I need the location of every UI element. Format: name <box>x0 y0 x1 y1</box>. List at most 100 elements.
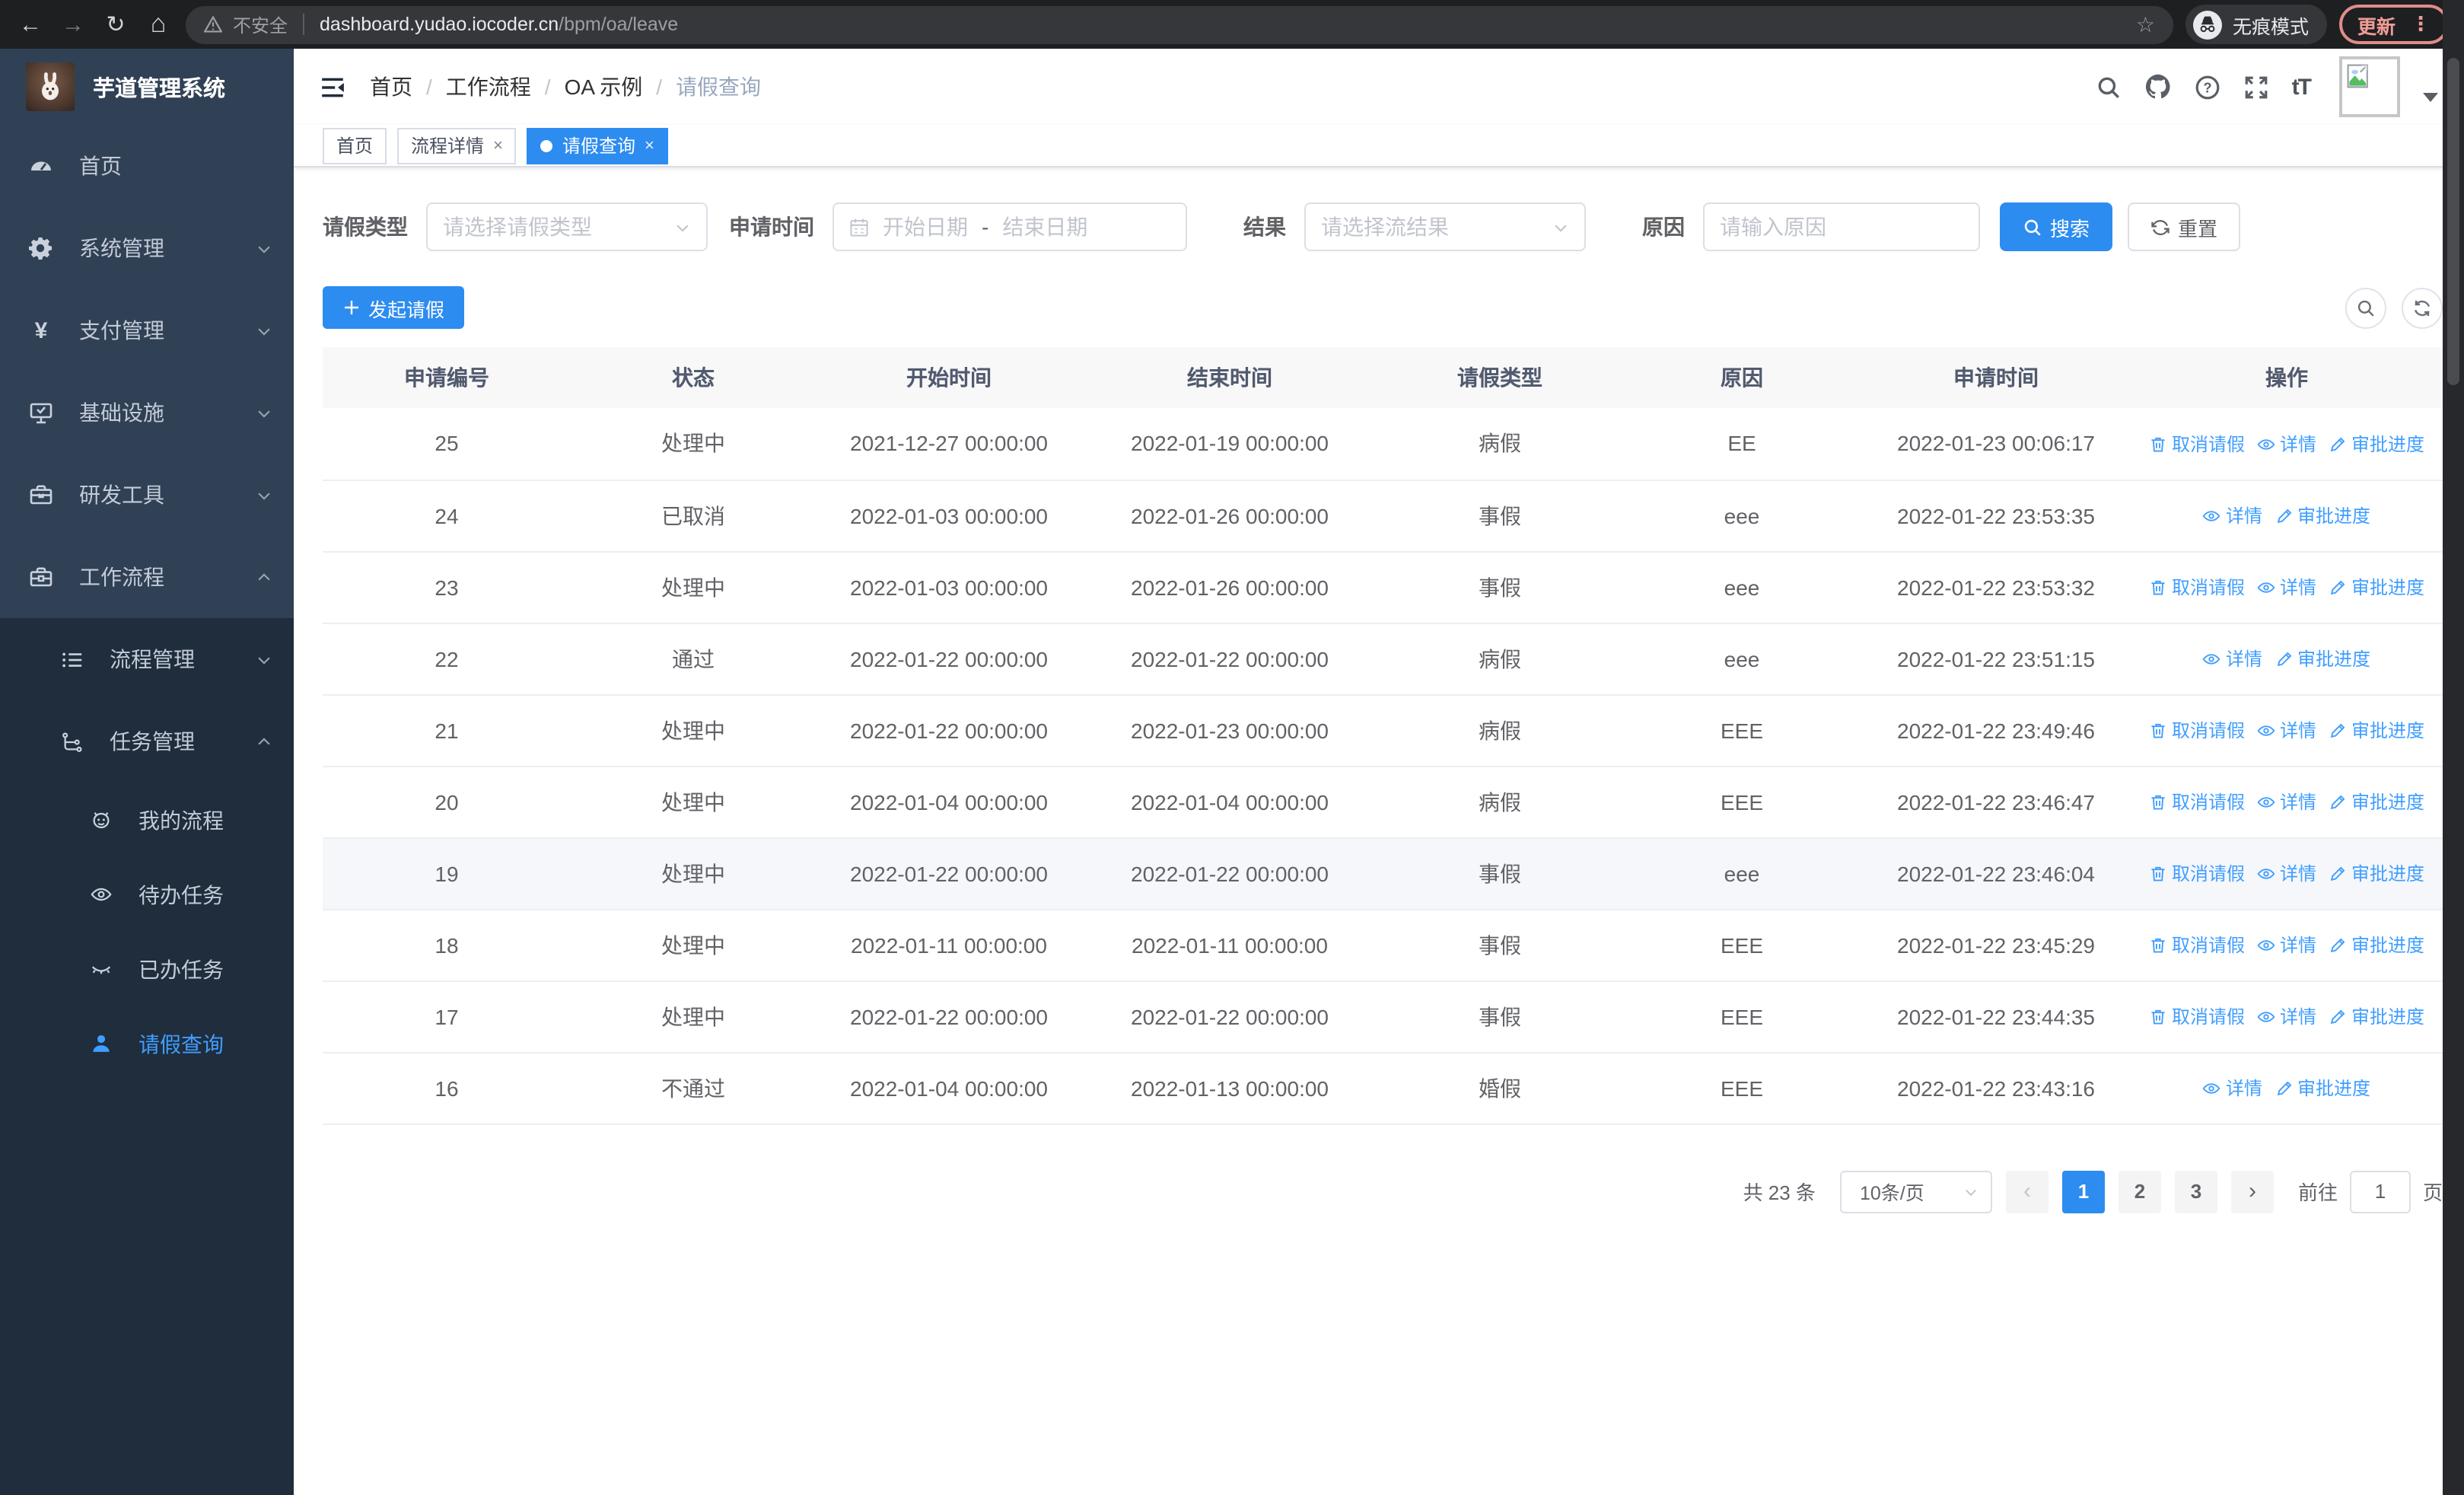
help-icon[interactable]: ? <box>2195 74 2220 100</box>
browser-menu-icon[interactable]: ⋮ <box>2411 12 2431 35</box>
row-action-progress-link[interactable]: 审批进度 <box>2329 932 2424 958</box>
avatar-dropdown-caret[interactable] <box>2423 93 2438 102</box>
breadcrumb-item[interactable]: 首页 <box>370 75 412 99</box>
row-action-progress-link[interactable]: 审批进度 <box>2329 1004 2424 1030</box>
table-search-icon[interactable] <box>2345 287 2386 328</box>
sidebar-item-workflow[interactable]: 工作流程 <box>0 536 294 618</box>
row-action-detail-link[interactable]: 详情 <box>2257 1004 2316 1030</box>
apply-time-label: 申请时间 <box>729 215 814 239</box>
row-action-cancel-link[interactable]: 取消请假 <box>2149 431 2245 457</box>
leave-type-select[interactable]: 请选择请假类型 <box>426 202 708 251</box>
scrollbar-thumb[interactable] <box>2447 58 2459 385</box>
tab-leave-query[interactable]: 请假查询 × <box>527 127 668 164</box>
font-size-icon[interactable]: tT <box>2291 74 2312 100</box>
row-action-detail-link[interactable]: 详情 <box>2257 575 2316 601</box>
row-action-cancel-link[interactable]: 取消请假 <box>2149 575 2245 601</box>
sidebar-item-devtools[interactable]: 研发工具 <box>0 454 294 536</box>
reset-button[interactable]: 重置 <box>2128 202 2241 251</box>
cell-end: 2022-01-23 00:00:00 <box>1082 694 1377 767</box>
reason-input[interactable]: 请输入原因 <box>1703 202 1980 251</box>
result-select[interactable]: 请选择流结果 <box>1304 202 1586 251</box>
sidebar-item-my-process[interactable]: 我的流程 <box>0 783 294 857</box>
sidebar-item-todo-tasks[interactable]: 待办任务 <box>0 857 294 932</box>
table-row[interactable]: 25 处理中 2021-12-27 00:00:00 2022-01-19 00:00… <box>323 408 2443 480</box>
table-row[interactable]: 18 处理中 2022-01-11 00:00:00 2022-01-11 00:00… <box>323 909 2443 981</box>
row-action-cancel-link[interactable]: 取消请假 <box>2149 789 2245 815</box>
github-icon[interactable] <box>2144 73 2172 100</box>
page-size-select[interactable]: 10条/页 <box>1839 1170 1992 1213</box>
row-action-cancel-link[interactable]: 取消请假 <box>2149 932 2245 958</box>
row-action-detail-link[interactable]: 详情 <box>2257 718 2316 744</box>
table-row[interactable]: 21 处理中 2022-01-22 00:00:00 2022-01-23 00:00… <box>323 694 2443 767</box>
table-row[interactable]: 16 不通过 2022-01-04 00:00:00 2022-01-13 00:00… <box>323 1052 2443 1124</box>
row-action-detail-link[interactable]: 详情 <box>2257 861 2316 887</box>
scrollbar[interactable] <box>2443 0 2464 1495</box>
row-action-progress-link[interactable]: 审批进度 <box>2275 1076 2370 1101</box>
browser-home-icon[interactable]: ⌂ <box>150 9 167 38</box>
sidebar-item-process-mgmt[interactable]: 流程管理 <box>0 618 294 700</box>
breadcrumb-separator: / <box>426 75 432 99</box>
date-range-picker[interactable]: 开始日期 - 结束日期 <box>832 202 1187 251</box>
table-row[interactable]: 22 通过 2022-01-22 00:00:00 2022-01-22 00:00:… <box>323 623 2443 695</box>
prev-page-button[interactable]: ‹ <box>2005 1170 2049 1213</box>
cell-actions: 取消请假 详情 审批进度 <box>2131 694 2443 767</box>
page-button-3[interactable]: 3 <box>2174 1170 2217 1213</box>
page-button-1[interactable]: 1 <box>2061 1170 2105 1213</box>
sidebar-item-task-mgmt[interactable]: 任务管理 <box>0 700 294 783</box>
tab-home[interactable]: 首页 <box>323 127 387 164</box>
row-action-cancel-link[interactable]: 取消请假 <box>2149 718 2245 744</box>
table-row[interactable]: 23 处理中 2022-01-03 00:00:00 2022-01-26 00:00… <box>323 551 2443 623</box>
table-row[interactable]: 20 处理中 2022-01-04 00:00:00 2022-01-04 00:00… <box>323 766 2443 838</box>
close-icon[interactable]: × <box>493 136 503 155</box>
avatar[interactable] <box>2339 56 2400 117</box>
table-row[interactable]: 24 已取消 2022-01-03 00:00:00 2022-01-26 00:00… <box>323 480 2443 552</box>
sidebar-item-done-tasks[interactable]: 已办任务 <box>0 932 294 1006</box>
row-action-detail-link[interactable]: 详情 <box>2203 1076 2262 1101</box>
sidebar-item-home[interactable]: 首页 <box>0 125 294 207</box>
browser-reload-icon[interactable]: ↻ <box>106 12 126 38</box>
breadcrumb-item[interactable]: 工作流程 <box>445 75 531 99</box>
next-page-button[interactable]: › <box>2230 1170 2274 1213</box>
sidebar-item-infrastructure[interactable]: 基础设施 <box>0 371 294 454</box>
bookmark-icon[interactable]: ☆ <box>2135 11 2155 36</box>
browser-update-button[interactable]: 更新 ⋮ <box>2338 5 2449 44</box>
chevron-up-icon <box>256 569 272 585</box>
row-action-detail-link[interactable]: 详情 <box>2203 646 2262 672</box>
date-start-placeholder: 开始日期 <box>883 215 968 239</box>
row-action-progress-link[interactable]: 审批进度 <box>2329 789 2424 815</box>
leave-type-label: 请假类型 <box>323 215 408 239</box>
row-action-progress-link[interactable]: 审批进度 <box>2329 575 2424 601</box>
row-action-detail-link[interactable]: 详情 <box>2257 431 2316 457</box>
table-row[interactable]: 19 处理中 2022-01-22 00:00:00 2022-01-22 00:00… <box>323 837 2443 910</box>
row-action-detail-link[interactable]: 详情 <box>2203 503 2262 529</box>
row-action-progress-link[interactable]: 审批进度 <box>2275 503 2370 529</box>
goto-page-input[interactable]: 1 <box>2349 1170 2411 1213</box>
row-action-cancel-link[interactable]: 取消请假 <box>2149 861 2245 887</box>
search-button[interactable]: 搜索 <box>2000 202 2113 251</box>
row-action-detail-link[interactable]: 详情 <box>2257 932 2316 958</box>
close-icon[interactable]: × <box>644 136 654 155</box>
row-action-progress-link[interactable]: 审批进度 <box>2329 861 2424 887</box>
row-action-progress-link[interactable]: 审批进度 <box>2275 646 2370 672</box>
create-leave-label: 发起请假 <box>368 299 445 320</box>
row-action-cancel-link[interactable]: 取消请假 <box>2149 1004 2245 1030</box>
sidebar-item-leave-query[interactable]: 请假查询 <box>0 1006 294 1081</box>
create-leave-button[interactable]: 发起请假 <box>323 286 465 329</box>
row-action-progress-link[interactable]: 审批进度 <box>2329 718 2424 744</box>
sidebar-item-system[interactable]: 系统管理 <box>0 207 294 289</box>
row-action-detail-link[interactable]: 详情 <box>2257 789 2316 815</box>
page-button-2[interactable]: 2 <box>2118 1170 2161 1213</box>
table-row[interactable]: 17 处理中 2022-01-22 00:00:00 2022-01-22 00:00… <box>323 980 2443 1053</box>
table-refresh-icon[interactable] <box>2402 287 2443 328</box>
browser-forward-icon[interactable]: → <box>62 11 84 37</box>
sidebar-toggle-icon[interactable] <box>320 74 345 100</box>
search-icon[interactable] <box>2096 74 2122 100</box>
browser-back-icon[interactable]: ← <box>19 11 42 37</box>
fullscreen-icon[interactable] <box>2243 74 2269 100</box>
tab-process-detail[interactable]: 流程详情 × <box>397 127 517 164</box>
url-bar[interactable]: 不安全 dashboard.yudao.iocoder.cn/bpm/oa/le… <box>186 5 2173 43</box>
sidebar-logo-row[interactable]: 芋道管理系统 <box>0 49 294 125</box>
breadcrumb-item[interactable]: OA 示例 <box>564 75 643 99</box>
sidebar-item-payment[interactable]: ¥ 支付管理 <box>0 289 294 371</box>
row-action-progress-link[interactable]: 审批进度 <box>2329 431 2424 457</box>
